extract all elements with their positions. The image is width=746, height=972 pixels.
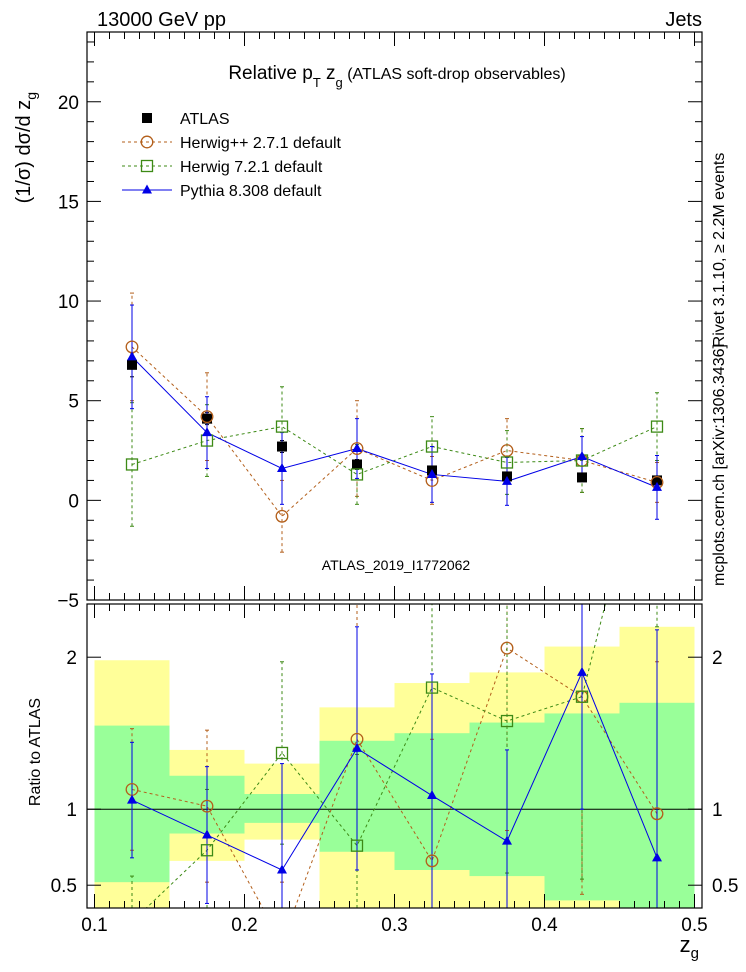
- ratio-point-pythia-8-308-default: [202, 829, 212, 839]
- point-atlas: [652, 475, 662, 486]
- energy-label: 13000 GeV pp: [97, 9, 226, 31]
- ratio-xlabel: zg: [680, 932, 699, 962]
- point-herwig-7-2-1-default: [275, 420, 289, 433]
- ratio-line-herwig-2-7-1-default: [131, 647, 658, 908]
- ratio-point-herwig-2-7-1-default: [200, 799, 214, 813]
- ratio-point-pythia-8-308-default: [127, 794, 137, 804]
- point-pythia-8-308-default: [577, 451, 587, 461]
- ratio-point-herwig-7-2-1-default: [575, 690, 589, 703]
- point-herwig-7-2-1-default: [125, 458, 139, 471]
- point-pythia-8-308-default: [127, 351, 137, 361]
- series-line-herwig-7-2-1-default: [131, 426, 658, 475]
- ratio-point-pythia-8-308-default: [352, 742, 362, 752]
- point-atlas: [277, 441, 287, 452]
- ratio-point-herwig-7-2-1-default: [200, 844, 214, 857]
- main-title: Relative pT zg (ATLAS soft-drop observab…: [228, 63, 565, 90]
- ratio-point-herwig-2-7-1-default: [425, 854, 439, 868]
- main-ytick-label: 10: [58, 292, 79, 313]
- point-pythia-8-308-default: [277, 462, 287, 472]
- main-ytick-label: 15: [58, 192, 79, 213]
- ratio-point-herwig-7-2-1-default: [350, 839, 364, 852]
- ratio-ytick-label-right: 0.5: [712, 876, 738, 897]
- ratio-series-group: [125, 604, 664, 908]
- ratio-xtick-label: 0.1: [81, 915, 107, 936]
- main-ytick-label: 5: [68, 392, 79, 413]
- ratio-xtick-label: 0.4: [531, 915, 558, 936]
- point-pythia-8-308-default: [352, 443, 362, 453]
- legend-marker: [140, 159, 154, 173]
- legend-marker: [140, 135, 154, 149]
- point-herwig-7-2-1-default: [425, 440, 439, 453]
- legend: ATLAS Herwig++ 2.7.1 default Herwig 7.2.1 …: [122, 111, 342, 200]
- ratio-xtick-label: 0.5: [681, 915, 707, 936]
- point-herwig-2-7-1-default: [275, 509, 289, 523]
- ratio-ytick-label: 2: [66, 648, 77, 669]
- ratio-point-pythia-8-308-default: [427, 790, 437, 800]
- point-herwig-7-2-1-default: [650, 420, 664, 433]
- point-pythia-8-308-default: [502, 475, 512, 485]
- main-frame: [86, 31, 703, 601]
- ratio-xtick-label: 0.3: [381, 915, 407, 936]
- main-panel: Relative pT zg (ATLAS soft-drop observab…: [13, 31, 703, 612]
- series-line-pythia-8-308-default: [131, 356, 658, 488]
- point-atlas: [352, 459, 362, 470]
- legend-marker: [142, 184, 152, 194]
- legend-entry: Herwig++ 2.7.1 default: [180, 135, 342, 152]
- point-herwig-7-2-1-default: [350, 468, 364, 481]
- ratio-point-herwig-7-2-1-default: [500, 714, 514, 728]
- point-herwig-2-7-1-default: [500, 444, 514, 457]
- main-ytick-label: 20: [58, 93, 79, 114]
- ratio-frame: [86, 603, 703, 909]
- ratio-ytick-label-right: 2: [712, 648, 723, 669]
- point-atlas: [202, 413, 212, 424]
- ratio-ytick-label-right: 1: [712, 800, 723, 821]
- ratio-point-herwig-2-7-1-default: [500, 641, 514, 655]
- point-pythia-8-308-default: [427, 468, 437, 478]
- ratio-point-pythia-8-308-default: [577, 666, 587, 676]
- point-atlas: [127, 359, 137, 370]
- point-herwig-2-7-1-default: [200, 410, 214, 424]
- legend-entry: Herwig 7.2.1 default: [180, 159, 323, 176]
- legend-entry: ATLAS: [180, 111, 230, 128]
- point-herwig-2-7-1-default: [350, 442, 364, 455]
- legend-marker: [142, 113, 152, 123]
- rivet-label: Rivet 3.1.10, ≥ 2.2M events: [711, 153, 728, 348]
- category-label: Jets: [665, 9, 702, 31]
- point-atlas: [577, 472, 587, 483]
- point-herwig-7-2-1-default: [500, 456, 514, 469]
- main-ytick-label: 0: [68, 491, 79, 512]
- ratio-point-pythia-8-308-default: [277, 864, 287, 874]
- ratio-line-pythia-8-308-default: [131, 671, 658, 871]
- main-ylabel: (1/σ) dσ/d zg: [13, 92, 39, 203]
- ratio-point-pythia-8-308-default: [502, 835, 512, 845]
- main-ytick-label: −5: [57, 591, 79, 612]
- ratio-point-herwig-7-2-1-default: [425, 681, 439, 694]
- mcplots-label: mcplots.cern.ch [arXiv:1306.3436]: [711, 344, 728, 586]
- ratio-panel: Ratio to ATLAS zg 0.5 0.51 12 20.1 0.2 0.3 0.4…: [27, 603, 738, 962]
- ratio-point-herwig-2-7-1-default: [650, 807, 664, 821]
- point-pythia-8-308-default: [652, 481, 662, 491]
- legend-entry: Pythia 8.308 default: [180, 183, 322, 200]
- ratio-point-herwig-7-2-1-default: [275, 746, 289, 760]
- ratio-ylabel: Ratio to ATLAS: [27, 698, 44, 806]
- series-line-herwig-2-7-1-default: [131, 346, 658, 518]
- point-pythia-8-308-default: [202, 427, 212, 437]
- ratio-ytick-label: 0.5: [51, 876, 77, 897]
- ratio-ytick-label: 1: [66, 800, 77, 821]
- ratio-xtick-label: 0.2: [231, 915, 257, 936]
- watermark: ATLAS_2019_I1772062: [322, 557, 471, 573]
- ratio-point-pythia-8-308-default: [652, 852, 662, 862]
